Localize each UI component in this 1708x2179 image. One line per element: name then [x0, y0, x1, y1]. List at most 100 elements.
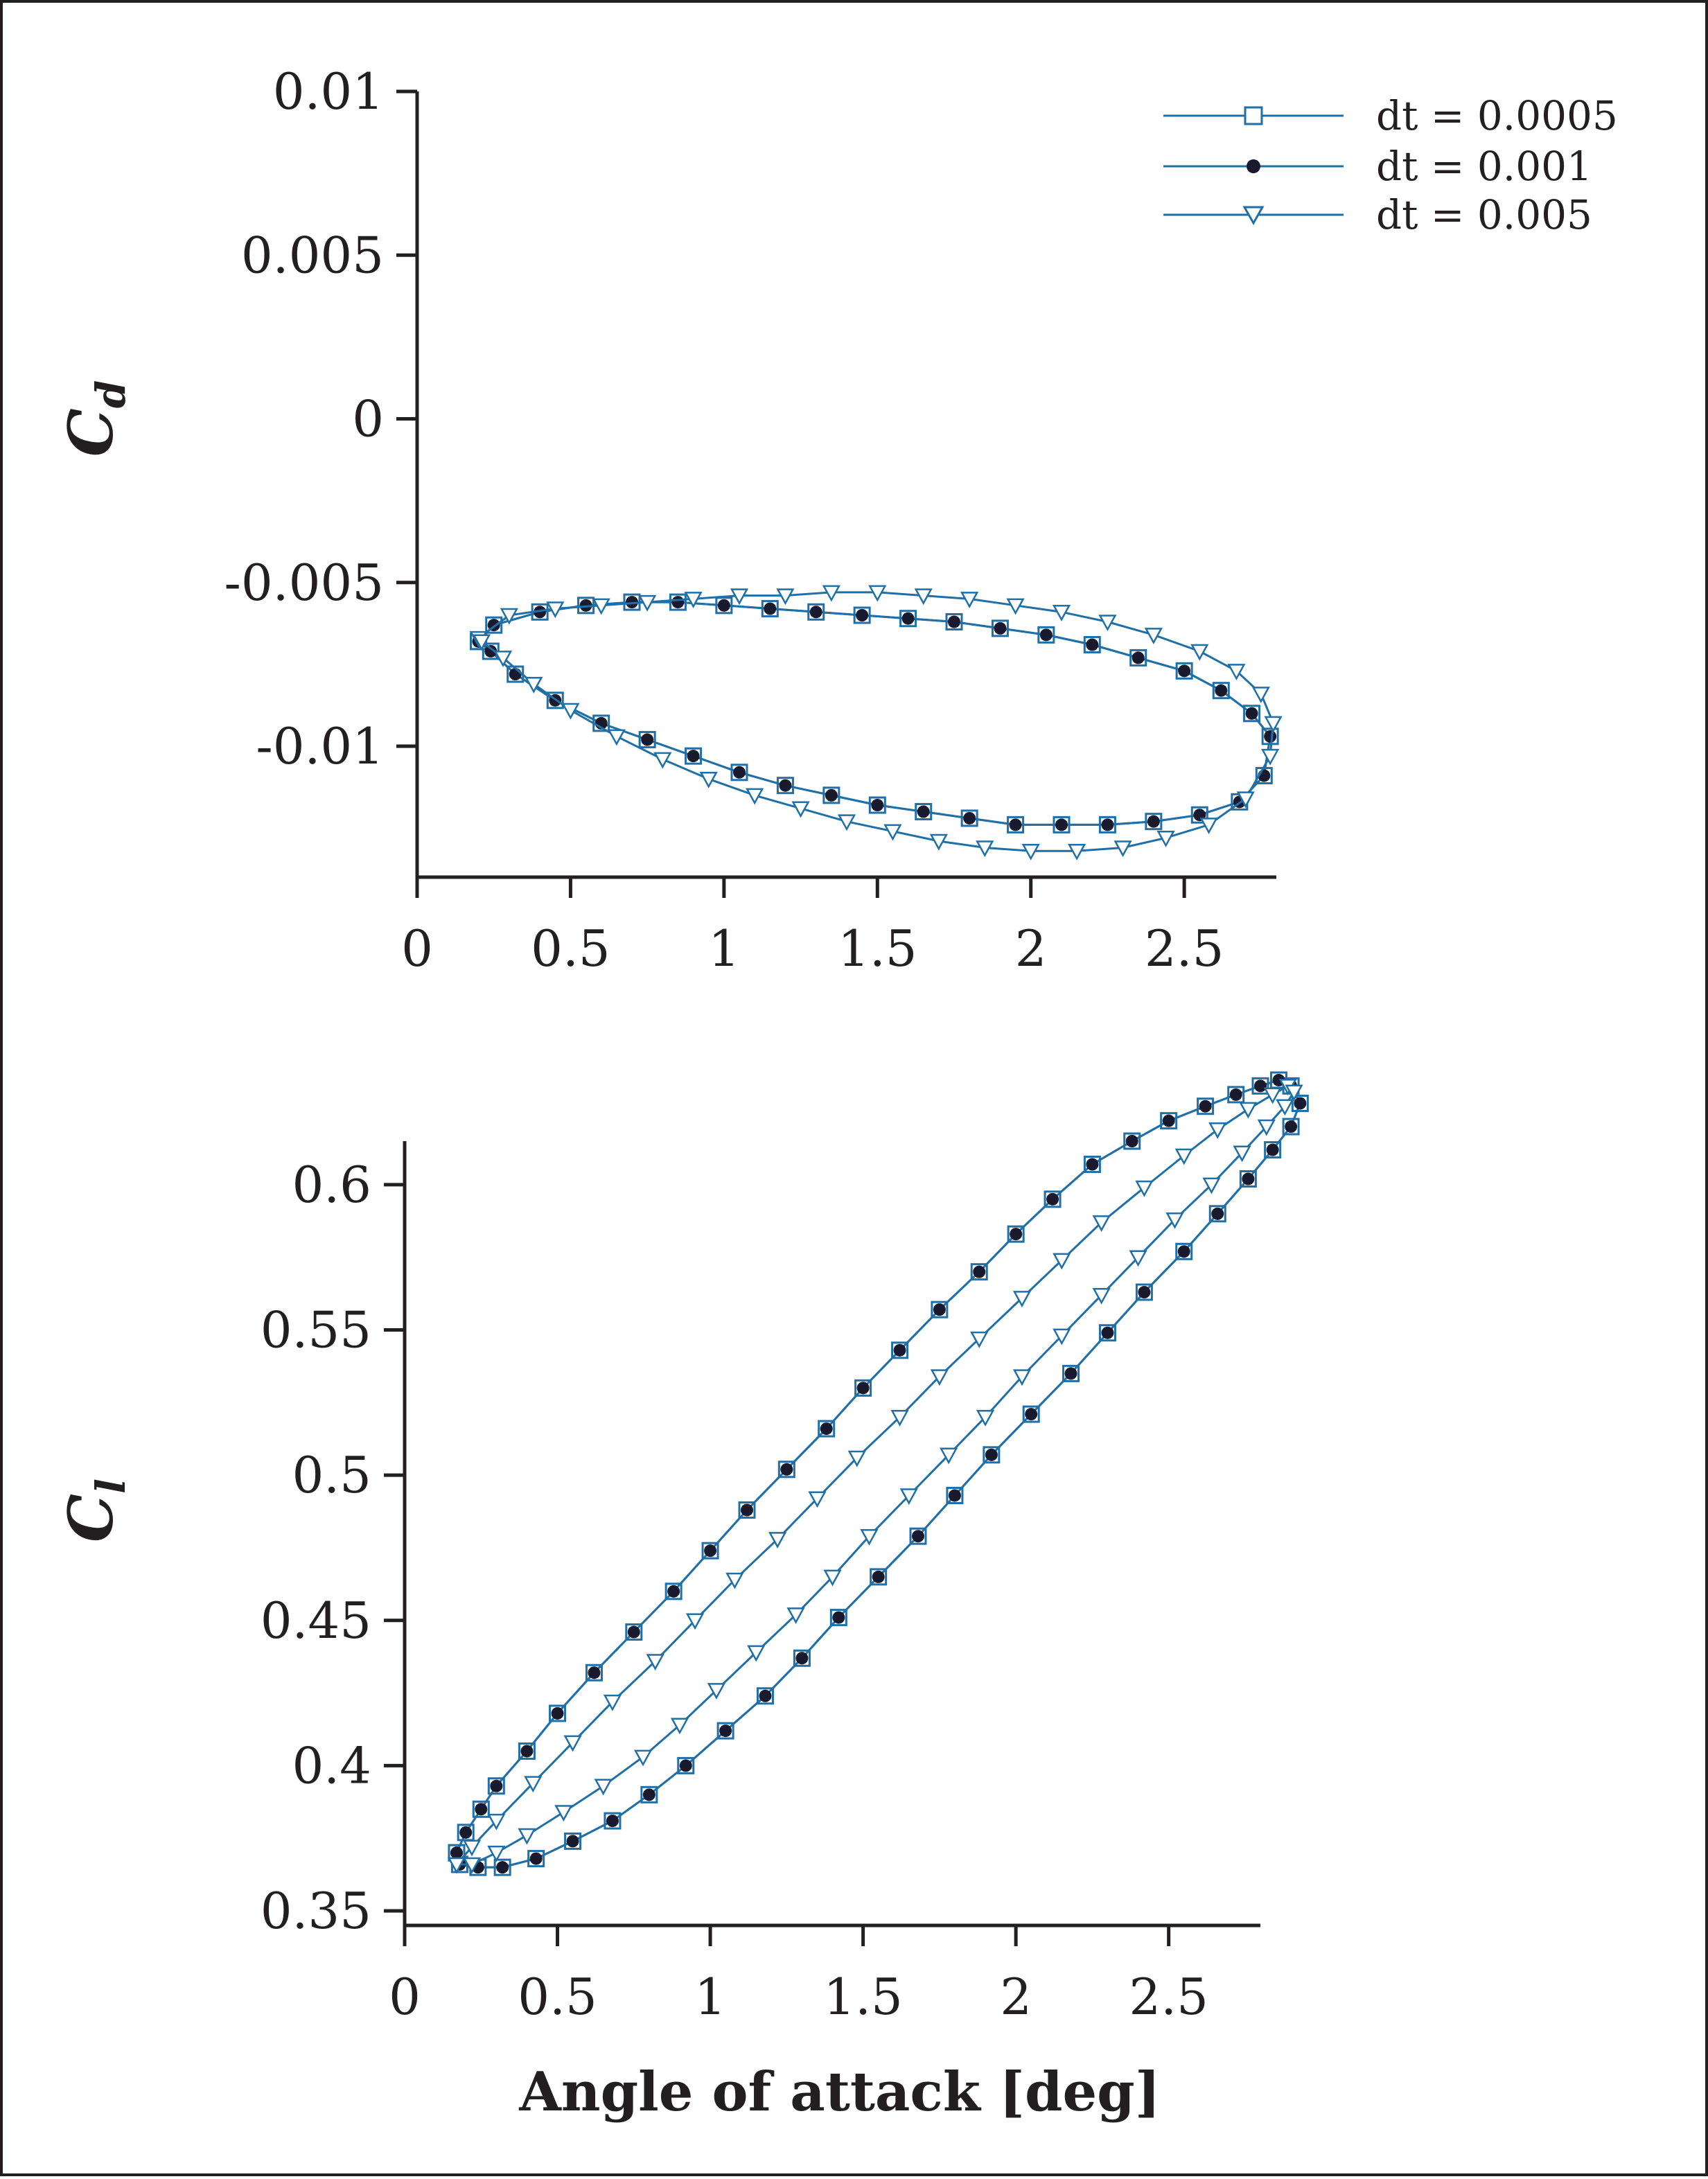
cl-triangle-point: [1053, 1253, 1071, 1270]
cd-triangle-point: [1068, 843, 1086, 861]
cl-circle-point: [1285, 1120, 1298, 1133]
cl-triangle-point: [976, 1410, 995, 1427]
cd-triangle-point: [1251, 687, 1270, 703]
cl-circle-point: [1010, 1228, 1023, 1241]
cd-triangle-point: [776, 588, 795, 606]
cd-circle-point: [484, 644, 498, 658]
cl-y-axis-title-sub: l: [87, 1479, 134, 1494]
legend-item-dt-0.0005: dt = 0.0005: [1163, 92, 1618, 139]
cl-triangle-point: [890, 1410, 909, 1427]
cl-triangle-point: [462, 1857, 482, 1874]
cd-triangle-point: [1021, 843, 1040, 861]
cd-triangle-point: [1098, 615, 1117, 632]
cl-triangle-point: [860, 1528, 879, 1546]
cd-circle-point: [948, 615, 960, 628]
cd-circle-point: [871, 799, 884, 812]
cd-circle-point: [1178, 664, 1191, 678]
cd-triangle-point: [791, 801, 810, 818]
cl-circle-point: [1138, 1286, 1151, 1299]
cl-triangle-point: [1174, 1148, 1193, 1165]
cl-circle-point: [1177, 1245, 1190, 1258]
cl-triangle-point: [487, 1813, 506, 1830]
cd-triangle-point: [607, 729, 626, 746]
legend-item-dt-0.005: dt = 0.005: [1163, 191, 1592, 238]
cl-triangle-point: [707, 1683, 726, 1700]
cl-triangle-point: [462, 1840, 482, 1857]
cd-y-tick-label: 0.01: [273, 62, 384, 121]
cl-circle-point: [832, 1611, 845, 1624]
legend-square-marker: [1244, 106, 1263, 125]
cd-circle-point: [733, 766, 746, 779]
x-axis-title: Angle of attack [deg]: [518, 2061, 1160, 2124]
cd-triangle-point: [592, 598, 610, 615]
cl-circle-point: [679, 1759, 692, 1772]
cl-circle-point: [856, 1382, 870, 1395]
cd-triangle-point: [1264, 716, 1283, 733]
cd-circle-point: [1086, 638, 1099, 651]
cl-circle-point: [588, 1666, 601, 1679]
cd-circle-point: [1101, 818, 1114, 831]
cd-x-ticks: 0 0.5 1 1.5 2 2.5: [401, 877, 1224, 978]
cl-series-line-1: [455, 1079, 1301, 1869]
cl-y-tick-label: 0.5: [292, 1446, 371, 1504]
cl-triangle-point: [970, 1331, 989, 1348]
cl-circle-point: [520, 1745, 534, 1758]
cl-triangle-point: [1285, 1084, 1303, 1102]
cd-triangle-point: [493, 651, 513, 668]
cd-x-tick-label: 2: [1015, 919, 1047, 978]
cd-circle-point: [917, 805, 930, 818]
cd-triangle-point: [546, 601, 565, 619]
cd-triangle-point: [1261, 748, 1280, 766]
cl-triangle-point: [823, 1569, 842, 1587]
cl-circle-point: [496, 1861, 509, 1874]
cl-circle-point: [1294, 1097, 1307, 1110]
cd-triangle-point: [1236, 791, 1255, 809]
cl-circle-point: [627, 1625, 640, 1639]
cl-panel: 0.6 0.55 0.5 0.45 0.4 0.35 0 0.5 1 1.5 2 2.5 Cl An…: [55, 1071, 1309, 2124]
cd-circle-point: [1245, 707, 1258, 720]
cd-circle-point: [1215, 684, 1228, 697]
cd-triangle-point: [1227, 664, 1246, 680]
cd-triangle-point: [1052, 605, 1071, 621]
cl-triangle-point: [930, 1369, 949, 1386]
cl-triangle-point: [633, 1749, 653, 1767]
cd-circle-point: [764, 602, 777, 615]
cd-y-tick-label: 0: [352, 390, 384, 448]
cl-circle-point: [606, 1815, 619, 1828]
cl-triangle-point: [1012, 1291, 1032, 1307]
cd-series-group: [469, 585, 1283, 861]
cl-triangle-point: [786, 1607, 805, 1624]
legend: dt = 0.0005 dt = 0.001 dt = 0.005: [1163, 92, 1618, 238]
cd-triangle-point: [868, 585, 887, 602]
cd-triangle-point: [976, 840, 994, 858]
cl-triangle-point: [768, 1532, 787, 1549]
cl-x-tick-label: 2.5: [1129, 1968, 1208, 2026]
cl-triangle-point: [563, 1735, 582, 1752]
cl-triangle-point: [1276, 1099, 1294, 1116]
cd-circle-point: [671, 596, 685, 609]
cl-circle-point: [759, 1689, 772, 1702]
cl-circle-point: [1086, 1158, 1099, 1171]
cl-circle-point: [1242, 1172, 1255, 1185]
cl-y-tick-label: 0.6: [292, 1156, 371, 1214]
cd-circle-point: [1055, 818, 1068, 831]
cl-x-tick-label: 2: [1000, 1968, 1032, 2026]
cd-circle-point: [963, 811, 976, 824]
cl-circle-point: [948, 1489, 961, 1502]
cd-triangle-point: [472, 634, 491, 651]
cd-circle-point: [856, 609, 869, 621]
cd-triangle-point: [699, 772, 718, 788]
cd-triangle-point: [929, 833, 948, 851]
cl-circle-point: [459, 1826, 473, 1839]
cd-circle-point: [687, 750, 700, 763]
cd-triangle-point: [638, 594, 657, 612]
cl-circle-point: [704, 1544, 717, 1558]
cl-triangle-point: [685, 1613, 705, 1630]
cd-circle-point: [994, 621, 1007, 635]
cd-x-tick-label: 0: [401, 919, 433, 978]
cl-circle-point: [1025, 1408, 1038, 1421]
cl-triangle-point: [1263, 1087, 1282, 1104]
cd-circle-point: [1039, 628, 1053, 642]
cl-circle-point: [529, 1852, 543, 1865]
cd-x-tick-label: 1.5: [838, 919, 917, 978]
